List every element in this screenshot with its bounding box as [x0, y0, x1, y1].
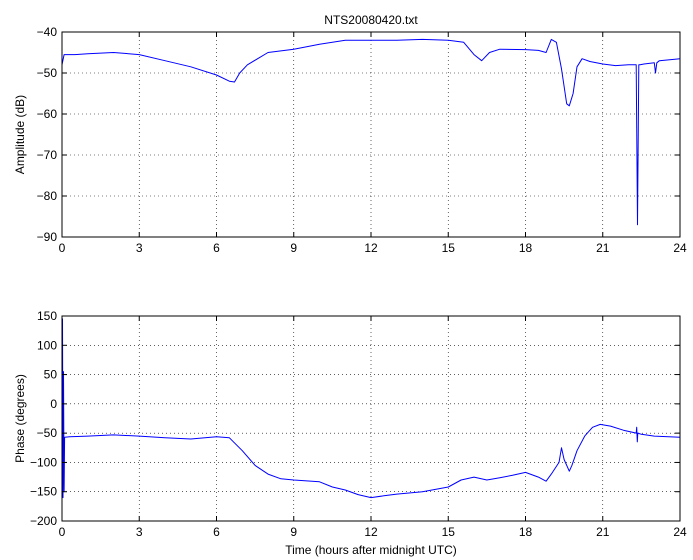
amplitude-plot-area	[62, 32, 680, 237]
phase-series-line	[61, 318, 681, 499]
amplitude-title: NTS20080420.txt	[324, 13, 418, 27]
phase-x-tick-label: 6	[213, 525, 220, 539]
phase-x-axis-label: Time (hours after midnight UTC)	[285, 543, 457, 557]
amplitude-y-tick-label: −90	[37, 230, 58, 244]
phase-x-tick-label: 21	[596, 525, 610, 539]
phase-y-tick-label: 150	[37, 309, 57, 323]
amplitude-y-tick-label: −70	[37, 148, 58, 162]
phase-y-tick-label: 0	[50, 397, 57, 411]
amplitude-y-tick-label: −60	[37, 107, 58, 121]
phase-x-tick-label: 3	[136, 525, 143, 539]
amplitude-x-tick-label: 24	[673, 241, 687, 255]
amplitude-x-tick-label: 0	[59, 241, 66, 255]
phase-y-tick-label: −100	[30, 455, 57, 469]
phase-x-tick-label: 12	[364, 525, 378, 539]
amplitude-y-axis-label: Amplitude (dB)	[13, 95, 27, 174]
amplitude-x-tick-label: 21	[596, 241, 610, 255]
amplitude-x-tick-label: 9	[290, 241, 297, 255]
phase-x-tick-label: 9	[290, 525, 297, 539]
phase-x-tick-label: 0	[59, 525, 66, 539]
amplitude-y-tick-label: −50	[37, 66, 58, 80]
phase-x-tick-label: 24	[673, 525, 687, 539]
phase-y-axis-label: Phase (degrees)	[13, 374, 27, 463]
phase-axes: 0 3 6 9 12 15 18 21 24 150 100 50 0 −50 −100 −150 −200 Ph…	[13, 309, 687, 557]
phase-y-tick-label: 100	[37, 338, 57, 352]
phase-y-tick-label: 50	[44, 368, 58, 382]
phase-y-tick-label: −50	[37, 426, 58, 440]
phase-y-tick-label: −150	[30, 485, 57, 499]
phase-x-tick-label: 18	[519, 525, 533, 539]
phase-y-tick-label: −200	[30, 514, 57, 528]
amplitude-series-line	[61, 38, 681, 226]
phase-x-tick-label: 15	[442, 525, 456, 539]
amplitude-y-tick-label: −80	[37, 189, 58, 203]
amplitude-axes: 0 3 6 9 12 15 18 21 24 −40 −50 −60 −70 −80 −90 NTS20080…	[13, 13, 687, 255]
amplitude-x-tick-label: 12	[364, 241, 378, 255]
phase-plot-area	[62, 316, 680, 521]
amplitude-y-tick-label: −40	[37, 25, 58, 39]
amplitude-x-tick-label: 6	[213, 241, 220, 255]
amplitude-x-tick-label: 15	[442, 241, 456, 255]
amplitude-x-tick-label: 3	[136, 241, 143, 255]
amplitude-x-tick-label: 18	[519, 241, 533, 255]
